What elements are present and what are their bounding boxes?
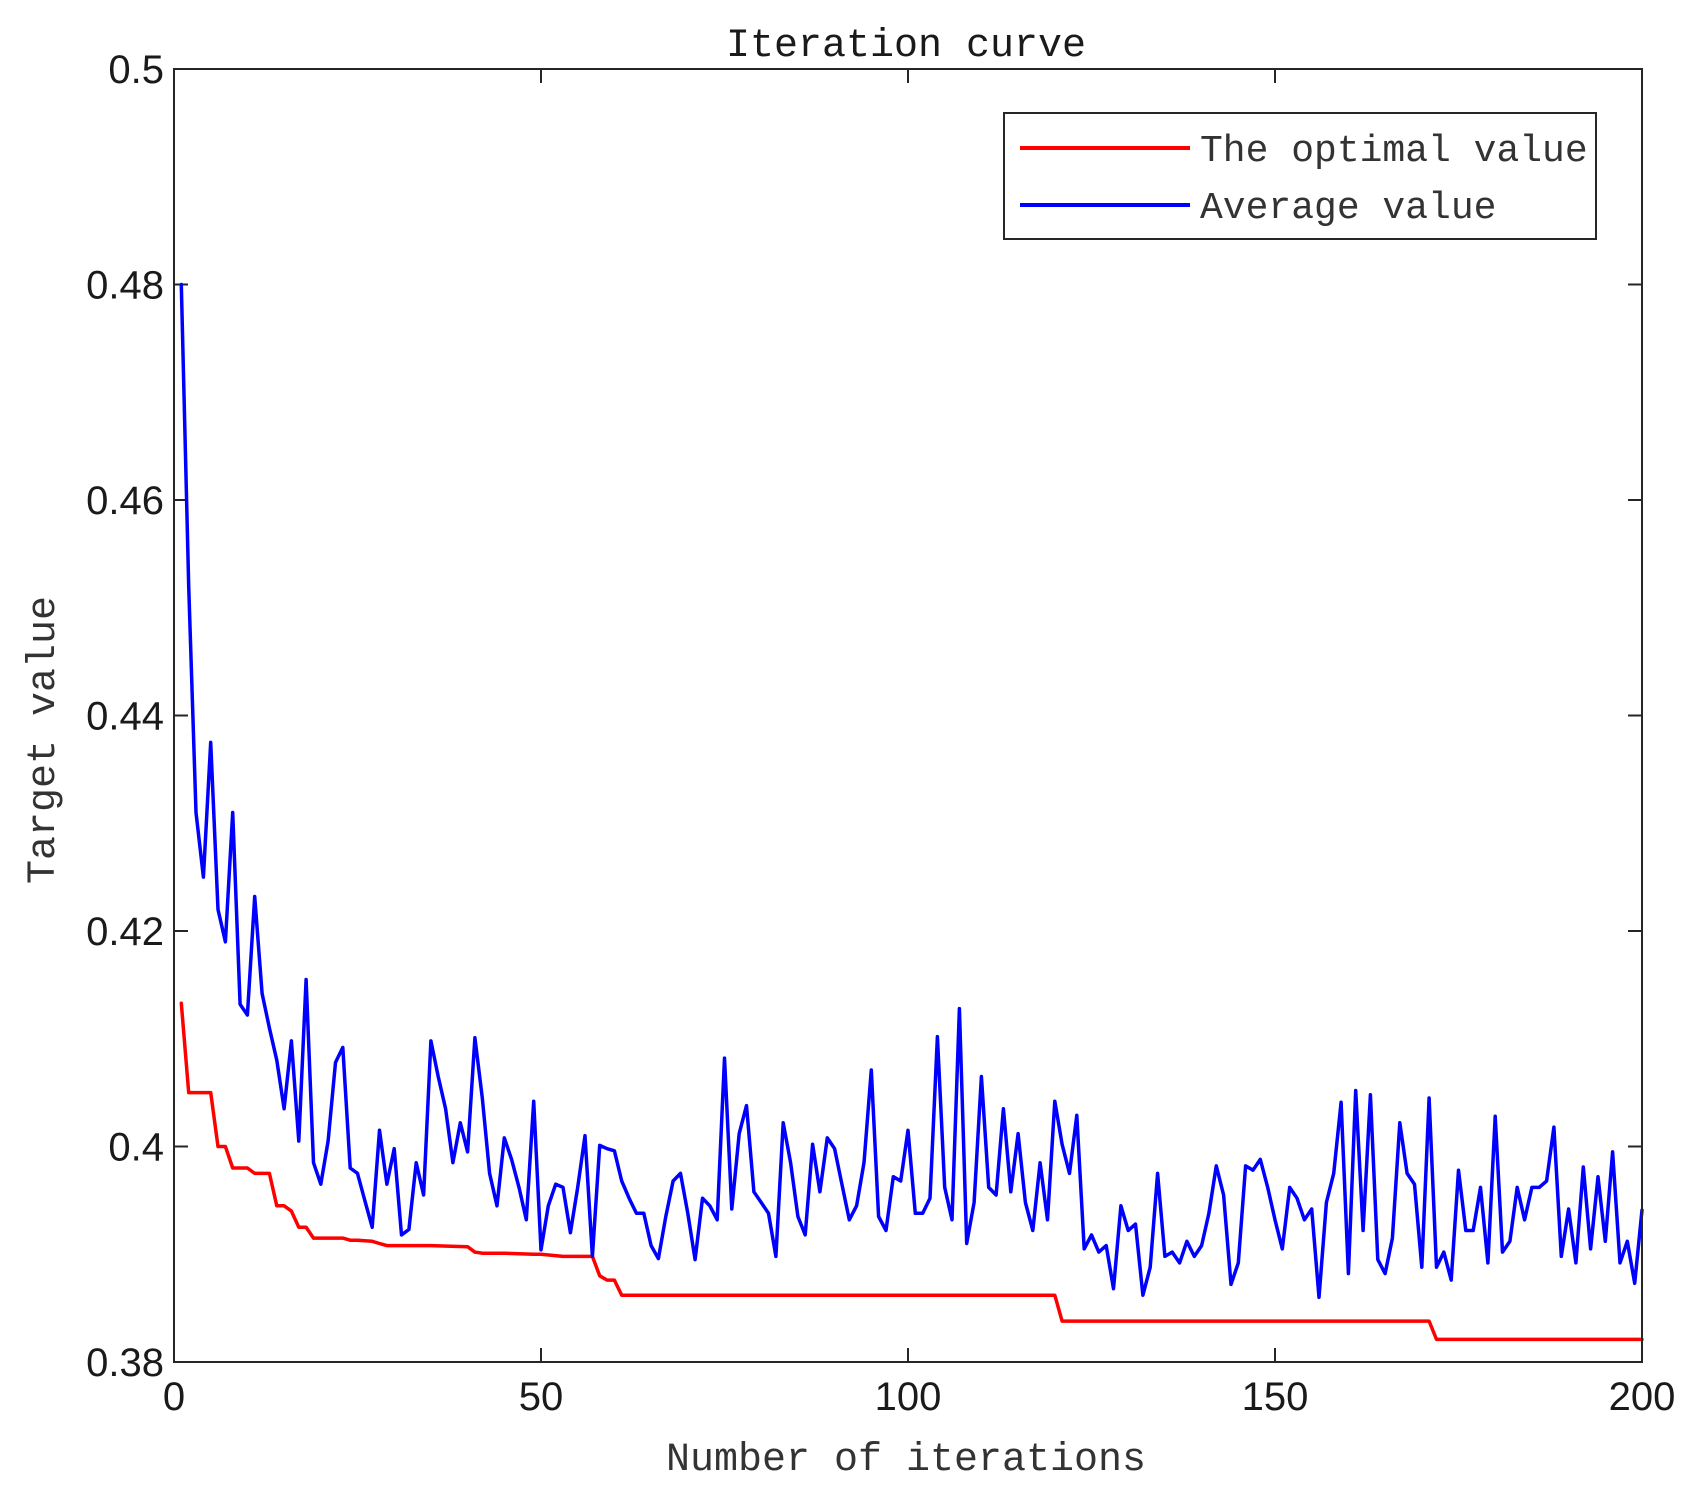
tick-layer: 0.38 0.4 0.42 0.44 0.46 0.48 0.5 0 50 100 150 200 [86, 48, 1675, 1419]
legend-label-optimal: The optimal value [1200, 130, 1588, 173]
y-tick-label: 0.38 [86, 1341, 164, 1385]
x-axis-label: Number of iterations [666, 1438, 1146, 1483]
y-axis-label: Target value [22, 596, 67, 884]
y-tick-label: 0.48 [86, 264, 164, 308]
legend: The optimal value Average value [1003, 112, 1597, 240]
plot-area-frame [173, 68, 1643, 1363]
x-tick-label: 50 [519, 1375, 564, 1419]
y-tick-label: 0.44 [86, 695, 164, 739]
y-tick-label: 0.4 [108, 1126, 164, 1170]
series-line-average-value [179, 282, 1644, 1300]
y-tick-label: 0.5 [108, 48, 164, 92]
chart-title: Iteration curve [726, 24, 1086, 69]
x-tick-label: 200 [1609, 1375, 1676, 1419]
legend-box [1003, 112, 1597, 240]
x-tick-label: 100 [875, 1375, 942, 1419]
y-tick-label: 0.46 [86, 479, 164, 523]
legend-label-average: Average value [1200, 187, 1496, 230]
x-tick-label: 150 [1242, 1375, 1309, 1419]
plot-layer [179, 282, 1644, 1342]
y-tick-label: 0.42 [86, 910, 164, 954]
x-tick-label: 0 [163, 1375, 185, 1419]
series-line-optimal-value [179, 1001, 1644, 1342]
